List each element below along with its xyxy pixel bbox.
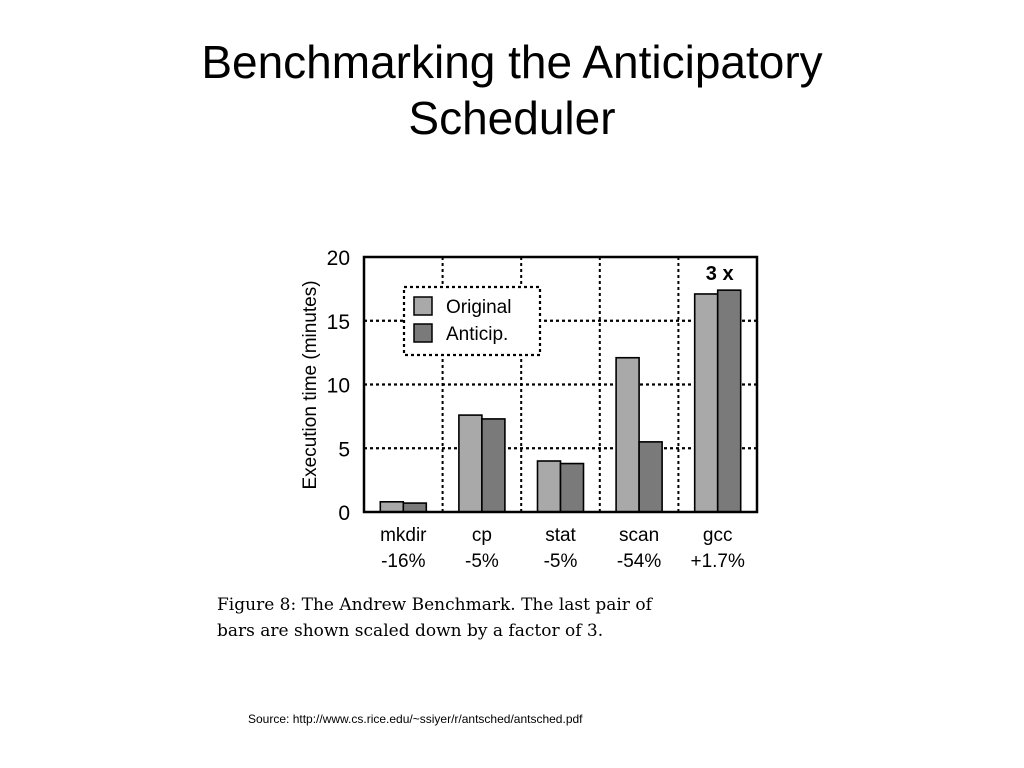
figure-caption: Figure 8: The Andrew Benchmark. The last… xyxy=(217,592,652,644)
x-tick-sublabel-gcc: +1.7% xyxy=(690,551,745,572)
y-tick-label-3: 15 xyxy=(327,311,350,334)
x-tick-label-stat: stat xyxy=(545,525,576,546)
x-tick-sublabel-cp: -5% xyxy=(465,551,499,572)
slide-title-line-1: Benchmarking the Anticipatory xyxy=(201,36,823,88)
bar-cp-original xyxy=(458,414,483,513)
bar-scan-original xyxy=(615,356,640,513)
bar-scan-anticip xyxy=(638,441,663,513)
y-axis-label: Execution time (minutes) xyxy=(300,280,321,489)
bar-mkdir-anticip xyxy=(402,502,428,513)
legend-swatch-1 xyxy=(413,323,433,343)
x-tick-label-cp: cp xyxy=(472,525,492,546)
bar-gcc-original xyxy=(693,293,719,513)
annotation-scale-factor: 3 x xyxy=(706,263,734,285)
bar-cp-anticip xyxy=(481,418,506,513)
y-tick-label-0: 0 xyxy=(338,502,350,525)
slide-title: Benchmarking the Anticipatory Scheduler xyxy=(0,34,1024,146)
figure-caption-line-1: Figure 8: The Andrew Benchmark. The last… xyxy=(217,595,652,615)
y-tick-label-4: 20 xyxy=(327,247,350,270)
bar-stat-original xyxy=(536,460,562,513)
x-tick-sublabel-scan: -54% xyxy=(617,551,661,572)
figure-caption-line-2: bars are shown scaled down by a factor o… xyxy=(217,621,604,641)
legend-label-0: Original xyxy=(446,297,511,318)
y-tick-label-1: 5 xyxy=(338,438,350,461)
x-tick-sublabel-stat: -5% xyxy=(544,551,578,572)
x-tick-label-mkdir: mkdir xyxy=(380,525,427,546)
bar-stat-anticip xyxy=(559,462,585,513)
plot-frame xyxy=(362,255,759,514)
y-tick-label-2: 10 xyxy=(327,375,350,398)
source-citation: Source: http://www.cs.rice.edu/~ssiyer/r… xyxy=(248,712,583,726)
x-tick-label-gcc: gcc xyxy=(703,525,733,546)
legend-swatch-0 xyxy=(413,296,433,316)
x-tick-label-scan: scan xyxy=(619,525,659,546)
bar-mkdir-original xyxy=(379,500,405,513)
x-tick-sublabel-mkdir: -16% xyxy=(381,551,425,572)
slide-title-line-2: Scheduler xyxy=(408,92,616,144)
legend-label-1: Anticip. xyxy=(446,324,508,345)
bar-gcc-anticip xyxy=(716,289,742,513)
